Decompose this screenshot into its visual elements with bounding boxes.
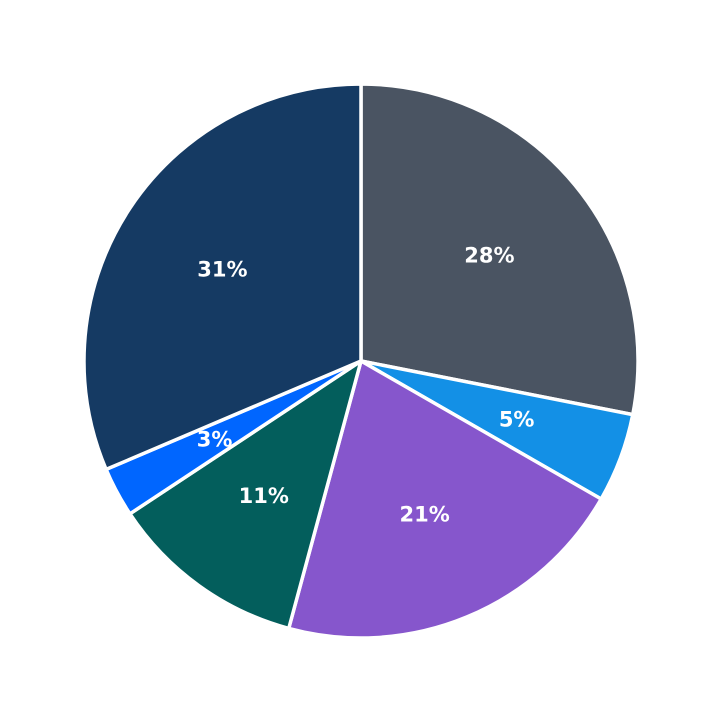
slice-label: 3% bbox=[197, 428, 233, 452]
slice-label: 31% bbox=[197, 257, 247, 281]
slice-label: 5% bbox=[499, 407, 535, 431]
slice-label: 21% bbox=[399, 503, 449, 527]
pie-slice bbox=[359, 82, 640, 417]
pie-slice bbox=[286, 359, 603, 640]
slice-label: 28% bbox=[464, 243, 514, 267]
slice-label: 11% bbox=[239, 484, 289, 508]
pie-slice bbox=[82, 82, 363, 472]
pie-slice bbox=[128, 359, 363, 631]
